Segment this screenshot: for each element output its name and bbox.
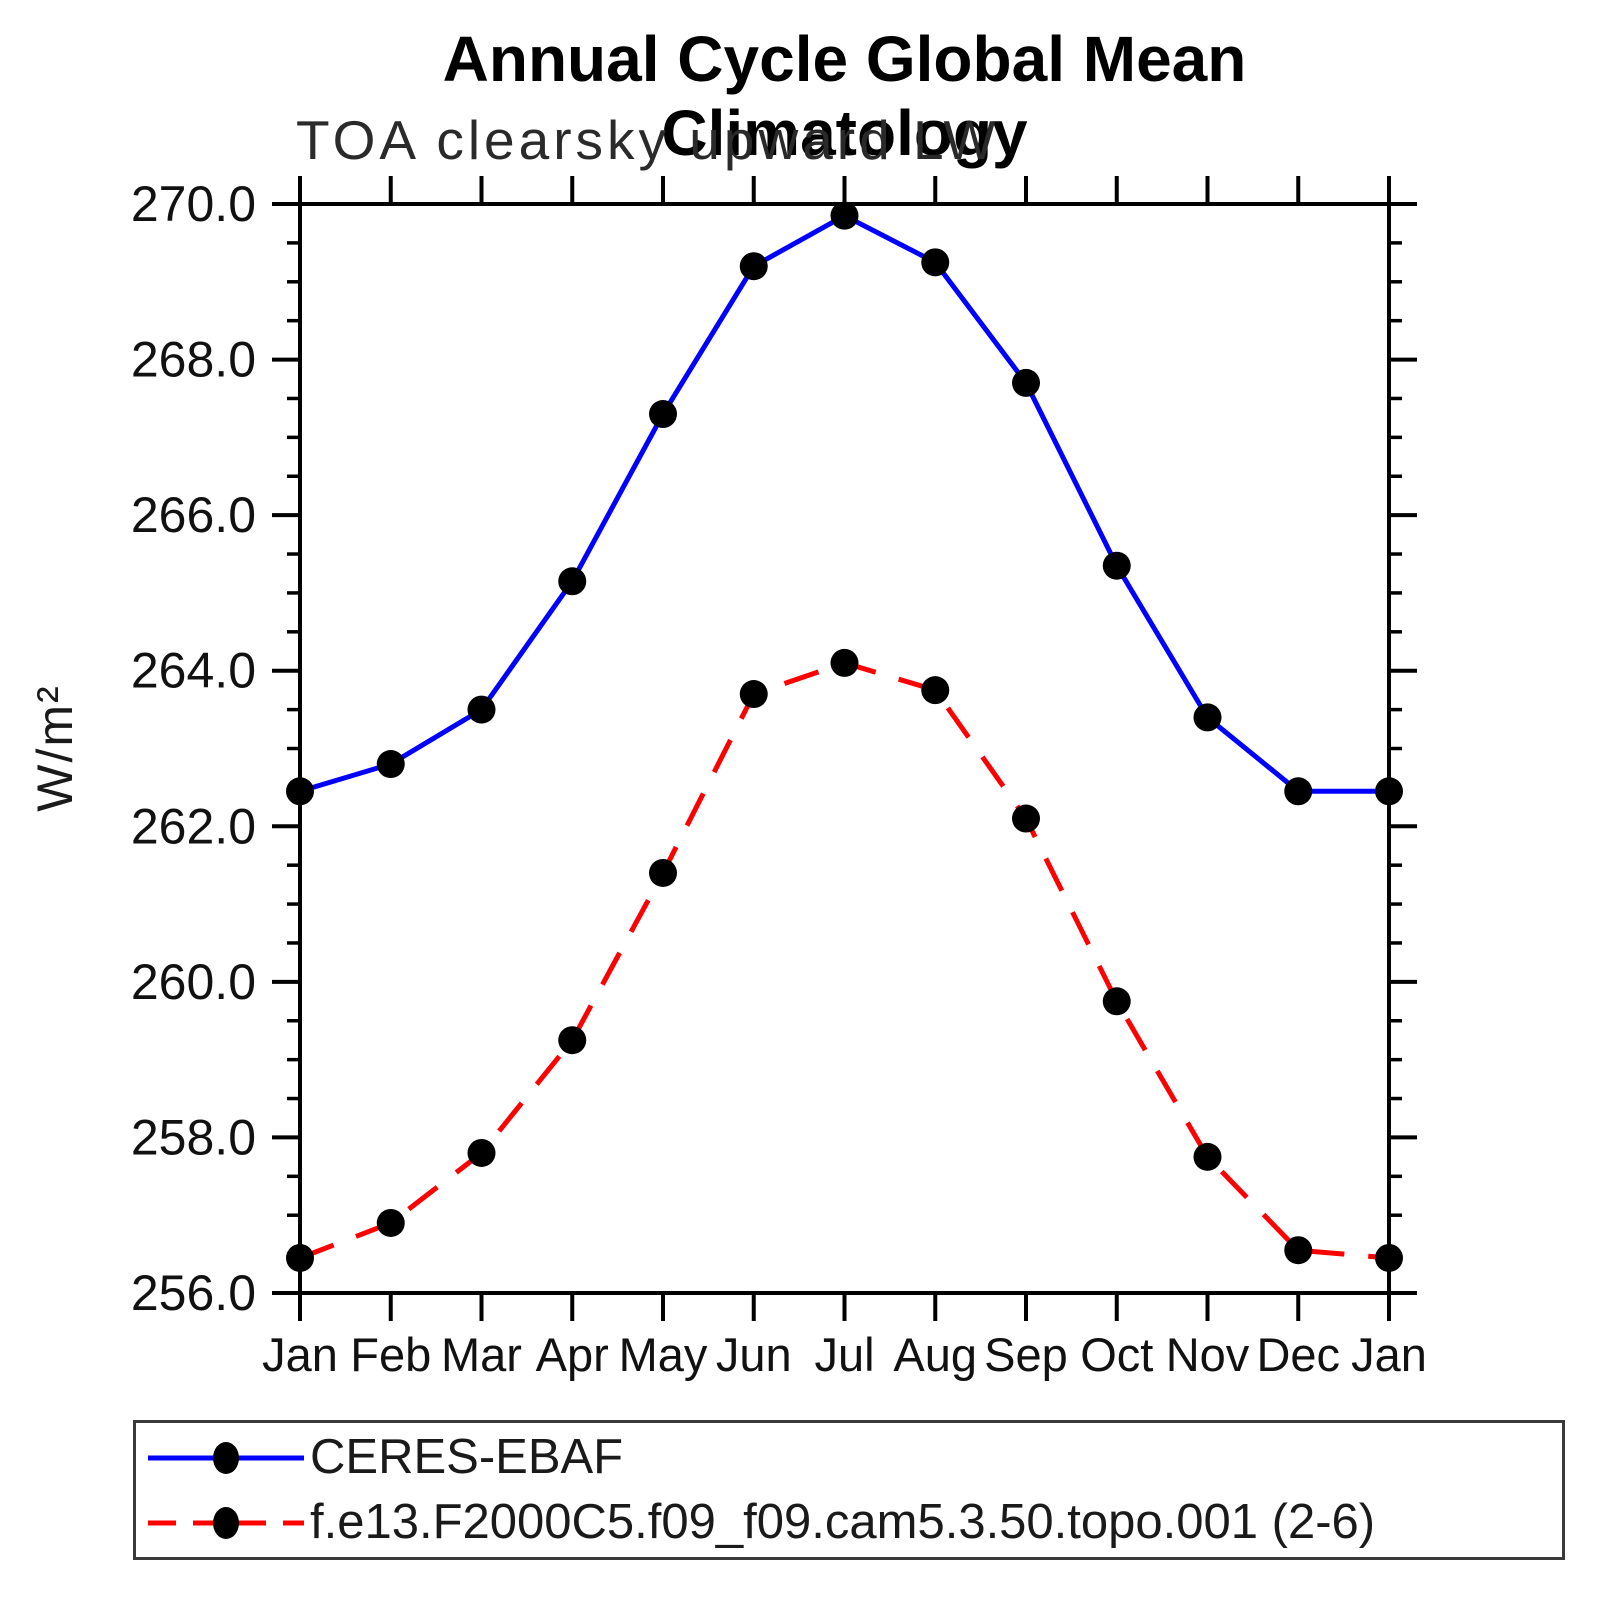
legend-item-ceres-ebaf: CERES-EBAF	[146, 1429, 1562, 1486]
x-tick-label: Sep	[984, 1328, 1068, 1381]
legend-label-ceres-ebaf: CERES-EBAF	[310, 1430, 624, 1484]
data-point-marker	[558, 1026, 587, 1055]
x-tick-label: Feb	[350, 1328, 431, 1381]
legend-line-icon	[148, 1506, 304, 1539]
legend-label-model-run: f.e13.F2000C5.f09_f09.cam5.3.50.topo.001…	[310, 1495, 1376, 1549]
y-tick-label: 256.0	[131, 1265, 256, 1321]
data-point-marker	[1012, 804, 1040, 833]
x-tick-label: Apr	[536, 1328, 609, 1381]
y-tick-label: 264.0	[131, 643, 256, 699]
x-tick-label: Oct	[1080, 1328, 1153, 1381]
x-tick-label: Jan	[262, 1328, 338, 1381]
data-point-marker	[921, 676, 950, 705]
data-point-marker	[1284, 777, 1313, 806]
data-point-marker	[649, 400, 677, 429]
x-tick-label: Nov	[1166, 1328, 1250, 1381]
y-tick-label: 258.0	[131, 1109, 256, 1165]
chart-title: Annual Cycle Global Mean Climatology	[442, 23, 1247, 169]
data-point-marker	[739, 680, 768, 709]
data-point-marker	[739, 252, 768, 281]
legend-item-model-run: f.e13.F2000C5.f09_f09.cam5.3.50.topo.001…	[146, 1494, 1562, 1551]
data-point-marker	[1193, 703, 1222, 732]
legend-line-sample-solid	[146, 1440, 306, 1476]
series-line-0	[299, 213, 1389, 794]
y-tick-label: 268.0	[131, 332, 256, 388]
data-point-marker	[830, 648, 859, 677]
x-tick-label: May	[619, 1328, 708, 1381]
x-tick-label: Aug	[893, 1328, 977, 1381]
data-point-marker	[467, 1138, 496, 1167]
data-point-marker	[830, 201, 859, 230]
y-tick-label: 270.0	[131, 176, 256, 232]
data-point-marker	[649, 858, 677, 887]
legend-marker-dot	[213, 1506, 239, 1539]
data-point-marker	[1284, 1236, 1313, 1265]
data-point-marker	[286, 1243, 314, 1272]
legend-line-icon	[148, 1441, 304, 1474]
x-tick-label: Mar	[441, 1328, 522, 1381]
x-tick-label: Jul	[814, 1328, 874, 1381]
series-line-1	[299, 660, 1390, 1261]
plot-frame	[298, 202, 1391, 1295]
data-point-marker	[376, 1208, 405, 1237]
x-tick-label: Jun	[716, 1328, 792, 1381]
legend-line-sample-dashed	[146, 1505, 306, 1541]
legend-box: CERES-EBAF f.e13.F2000C5.f09_f09.cam5.3.…	[133, 1420, 1565, 1560]
data-point-marker	[1375, 777, 1403, 806]
y-tick-label: 266.0	[131, 487, 256, 543]
data-point-marker	[558, 567, 587, 596]
data-point-marker	[467, 695, 496, 724]
y-tick-label: 260.0	[131, 954, 256, 1010]
data-point-marker	[1012, 368, 1040, 397]
data-point-marker	[286, 777, 314, 806]
data-point-marker	[921, 248, 950, 277]
chart-subtitle: TOA clearsky upward LW	[296, 109, 1000, 171]
data-point-marker	[1375, 1243, 1403, 1272]
data-point-marker	[1102, 551, 1131, 580]
x-tick-label: Jan	[1351, 1328, 1427, 1381]
x-tick-label: Dec	[1256, 1328, 1340, 1381]
legend-marker-dot	[213, 1441, 239, 1474]
data-point-marker	[1193, 1142, 1222, 1171]
data-point-marker	[376, 750, 405, 779]
y-tick-label: 262.0	[131, 798, 256, 854]
data-point-marker	[1102, 987, 1131, 1016]
